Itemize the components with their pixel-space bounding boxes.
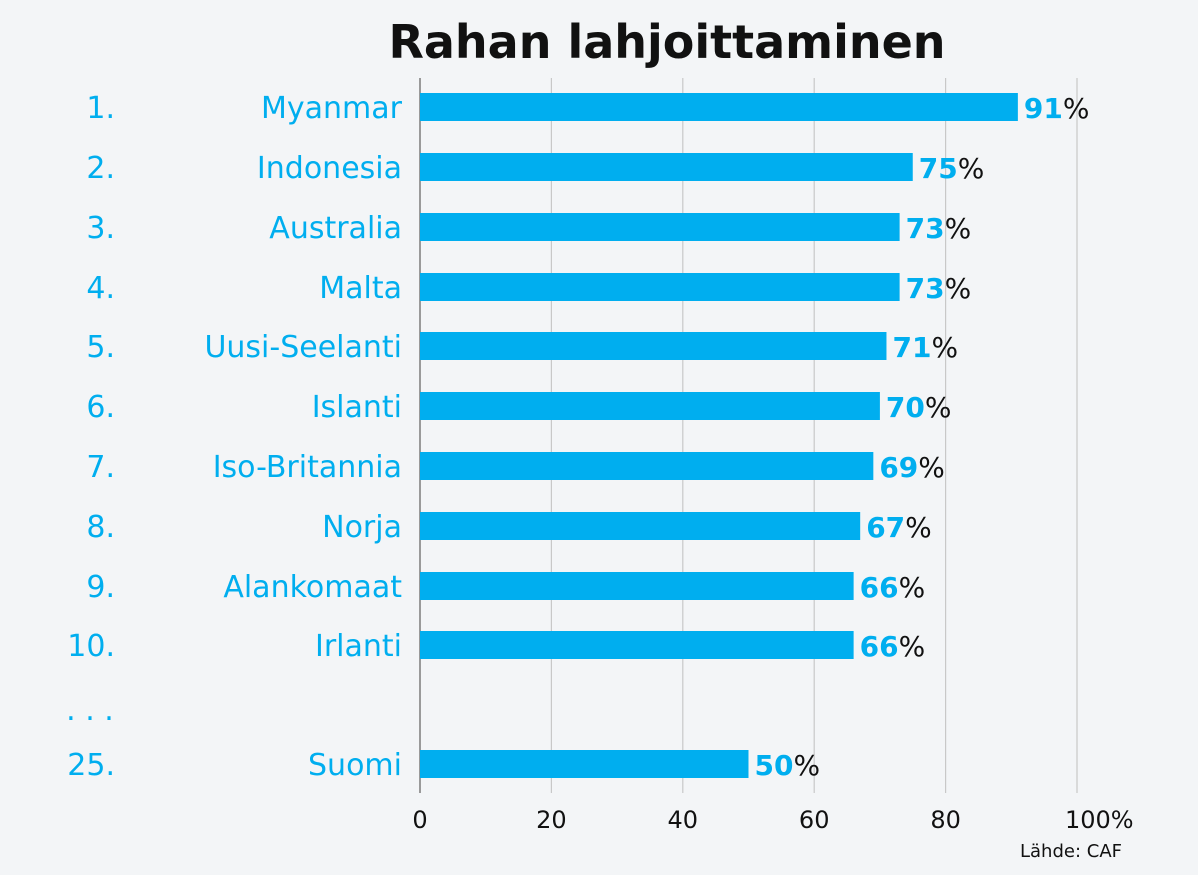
rank-label: 7. [86,450,115,485]
rank-label: 3. [86,211,115,246]
country-label: Malta [319,271,402,306]
row-labels: 1. Myanmar 91% 2. Indonesia 75% 3. Australia 73%… [67,91,1089,783]
x-tick-label: 0 [412,806,427,834]
data-label: 66% [860,630,926,663]
bar [420,512,861,540]
country-label: Iso-Britannia [213,450,402,485]
country-label: Indonesia [257,151,402,186]
data-label: 66% [860,571,926,604]
data-label: 71% [892,331,958,364]
country-label: Islanti [312,390,402,425]
x-tick-label: 40 [668,806,699,834]
rank-label: 25. [67,748,115,783]
rank-label: 2. [86,151,115,186]
bar [420,392,880,420]
chart-title: Rahan lahjoittaminen [388,15,945,69]
data-label: 75% [919,152,985,185]
bar [420,273,900,301]
data-label: 91% [1024,92,1090,125]
bar [420,750,749,778]
data-label: 70% [886,391,952,424]
country-label: Uusi-Seelanti [204,330,402,365]
bar [420,572,854,600]
x-tick-label: 80 [930,806,961,834]
rank-label: 6. [86,390,115,425]
bar [420,631,854,659]
rank-ellipsis: . . . [66,693,114,728]
data-label: 67% [866,511,932,544]
country-label: Irlanti [315,629,402,664]
country-label: Australia [269,211,402,246]
rank-label: 5. [86,330,115,365]
rank-label: 10. [67,629,115,664]
bar [420,213,900,241]
country-label: Suomi [308,748,402,783]
source-note: Lähde: CAF [1020,841,1122,862]
bar [420,332,887,360]
data-label: 73% [906,272,972,305]
bars [420,93,1018,778]
rank-label: 8. [86,510,115,545]
x-tick-label: 20 [536,806,567,834]
gridlines [419,78,1078,793]
bar [420,452,874,480]
country-label: Myanmar [261,91,403,126]
bar [420,153,913,181]
rank-label: 4. [86,271,115,306]
country-label: Alankomaat [223,570,402,605]
data-label: 69% [879,451,945,484]
rank-label: 9. [86,570,115,605]
country-label: Norja [322,510,402,545]
bar [420,93,1018,121]
x-axis-ticks: 0 20 40 60 80 100% [412,806,1133,834]
data-label: 50% [755,749,821,782]
x-tick-label: 60 [799,806,830,834]
data-label: 73% [906,212,972,245]
x-tick-label: 100% [1065,806,1134,834]
rank-label: 1. [86,91,115,126]
